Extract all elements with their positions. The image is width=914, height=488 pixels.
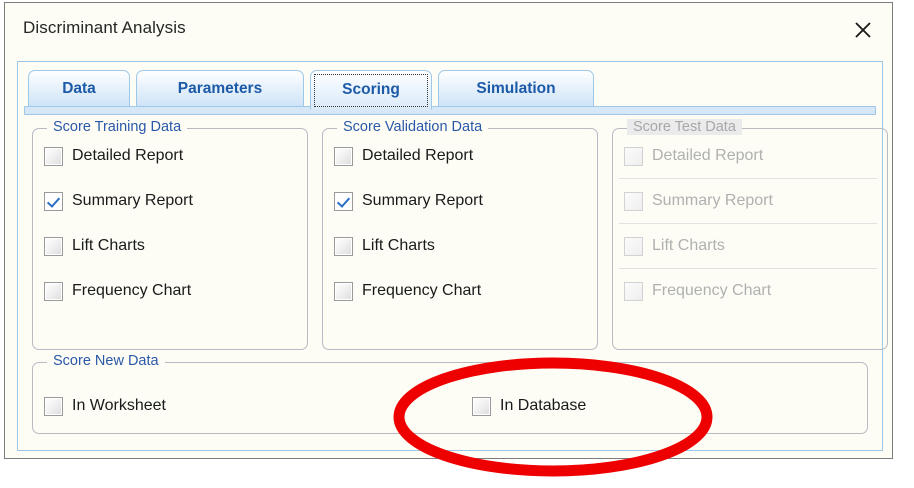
checkbox-label: Summary Report [652, 192, 773, 209]
checkbox-row[interactable]: Detailed Report [44, 143, 183, 169]
checkbox-label: Lift Charts [362, 237, 435, 254]
row-separator [619, 223, 877, 224]
checkbox-row[interactable]: Frequency Chart [44, 278, 191, 304]
checkbox-row[interactable]: Frequency Chart [334, 278, 481, 304]
dialog-title: Discriminant Analysis [23, 18, 186, 37]
dialog-titlebar: Discriminant Analysis [5, 3, 892, 57]
checkbox-label: Lift Charts [72, 237, 145, 254]
tab-data[interactable]: Data [28, 70, 130, 106]
checkbox-label: Frequency Chart [652, 282, 772, 299]
checkbox-label: Frequency Chart [72, 282, 192, 299]
group-title: Score New Data [47, 353, 165, 369]
tabstrip: Data Parameters Scoring Simulation [18, 70, 882, 112]
checkbox-summary-report [624, 191, 643, 211]
tab-scoring[interactable]: Scoring [310, 70, 432, 110]
checkbox-row[interactable]: Lift Charts [334, 233, 435, 259]
checkbox-lift-charts [624, 236, 643, 256]
tab-label: Data [62, 79, 96, 97]
checkbox-label: Detailed Report [362, 147, 474, 164]
checkbox-frequency-chart[interactable] [334, 281, 353, 301]
group-title: Score Validation Data [337, 119, 489, 135]
group-score-new-data: Score New Data In Worksheet In Database [32, 353, 868, 434]
checkbox-label: Lift Charts [652, 237, 725, 254]
checkbox-lift-charts[interactable] [334, 236, 353, 256]
checkbox-row: Frequency Chart [624, 278, 771, 304]
checkbox-summary-report[interactable] [334, 191, 353, 211]
checkbox-row[interactable]: In Database [472, 393, 586, 419]
checkbox-frequency-chart [624, 281, 643, 301]
tab-label: Scoring [342, 81, 400, 98]
checkbox-summary-report[interactable] [44, 191, 63, 211]
discriminant-analysis-dialog: Discriminant Analysis Data Parameters Scor… [4, 2, 893, 459]
checkbox-detailed-report [624, 146, 643, 166]
checkbox-row: Summary Report [624, 188, 773, 214]
checkbox-frequency-chart[interactable] [44, 281, 63, 301]
checkbox-in-database[interactable] [472, 396, 491, 416]
tab-panel: Data Parameters Scoring Simulation Score Tr… [17, 61, 888, 451]
checkbox-label: Summary Report [72, 192, 193, 209]
group-score-training-data: Score Training Data Detailed Report Summar… [32, 119, 308, 350]
group-score-test-data: Score Test Data Detailed Report Summary Re… [612, 119, 888, 350]
checkbox-row[interactable]: Summary Report [44, 188, 193, 214]
checkbox-row: Lift Charts [624, 233, 725, 259]
checkbox-row[interactable]: In Worksheet [44, 393, 166, 419]
checkbox-label: In Database [500, 397, 587, 414]
tab-simulation[interactable]: Simulation [438, 70, 594, 106]
group-title: Score Training Data [47, 119, 188, 135]
checkbox-row[interactable]: Lift Charts [44, 233, 145, 259]
checkbox-detailed-report[interactable] [44, 146, 63, 166]
checkbox-label: In Worksheet [72, 397, 166, 414]
checkbox-detailed-report[interactable] [334, 146, 353, 166]
checkbox-label: Detailed Report [652, 147, 764, 164]
close-icon[interactable] [846, 13, 880, 47]
checkbox-row: Detailed Report [624, 143, 763, 169]
group-title: Score Test Data [627, 119, 742, 135]
row-separator [619, 268, 877, 269]
row-separator [619, 178, 877, 179]
checkbox-row[interactable]: Summary Report [334, 188, 483, 214]
checkbox-label: Detailed Report [72, 147, 184, 164]
tab-parameters[interactable]: Parameters [136, 70, 304, 106]
tab-label: Parameters [177, 79, 263, 97]
checkbox-row[interactable]: Detailed Report [334, 143, 473, 169]
group-score-validation-data: Score Validation Data Detailed Report Summ… [322, 119, 598, 350]
checkbox-in-worksheet[interactable] [44, 396, 63, 416]
tab-label: Simulation [476, 79, 556, 97]
checkbox-label: Frequency Chart [362, 282, 482, 299]
tabstrip-baseline [24, 106, 876, 115]
checkbox-lift-charts[interactable] [44, 236, 63, 256]
checkbox-label: Summary Report [362, 192, 483, 209]
